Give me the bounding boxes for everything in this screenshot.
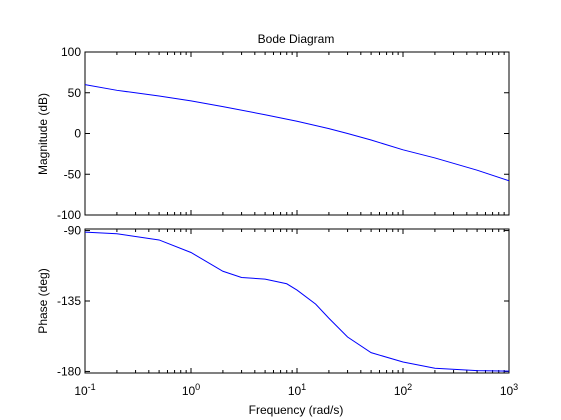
y-tick-label: 50 — [68, 86, 82, 100]
x-tick-labels: 10-1 100 101 102 103 — [74, 382, 518, 398]
x-tick-label: 10-1 — [74, 382, 95, 398]
magnitude-series-line — [84, 84, 510, 182]
x-tick-label: 103 — [500, 382, 518, 398]
phase-axes-frame — [84, 228, 510, 374]
phase-panel: -90 -135 -180 Phase (deg) — [36, 224, 510, 378]
chart-title: Bode Diagram — [258, 32, 335, 46]
magnitude-panel: 100 50 0 -50 -100 Magnitude (dB) — [36, 45, 510, 222]
x-tick-label: 100 — [182, 382, 200, 398]
x-tick-label: 101 — [288, 382, 306, 398]
magnitude-ylabel: Magnitude (dB) — [36, 93, 50, 175]
y-tick-label: -135 — [57, 294, 81, 308]
phase-ticks: -90 -135 -180 — [57, 224, 510, 378]
y-tick-label: -50 — [64, 167, 82, 181]
magnitude-axes-frame — [84, 51, 510, 216]
y-tick-label: -180 — [57, 364, 81, 378]
y-tick-label: -100 — [57, 208, 81, 222]
phase-series-line — [84, 231, 510, 372]
y-tick-label: 0 — [74, 127, 81, 141]
y-tick-label: 100 — [61, 45, 81, 59]
phase-ylabel: Phase (deg) — [36, 268, 50, 333]
y-tick-label: -90 — [64, 224, 82, 238]
x-tick-label: 102 — [394, 382, 412, 398]
magnitude-ticks: 100 50 0 -50 -100 — [57, 45, 510, 222]
x-axis-label: Frequency (rad/s) — [249, 403, 344, 417]
